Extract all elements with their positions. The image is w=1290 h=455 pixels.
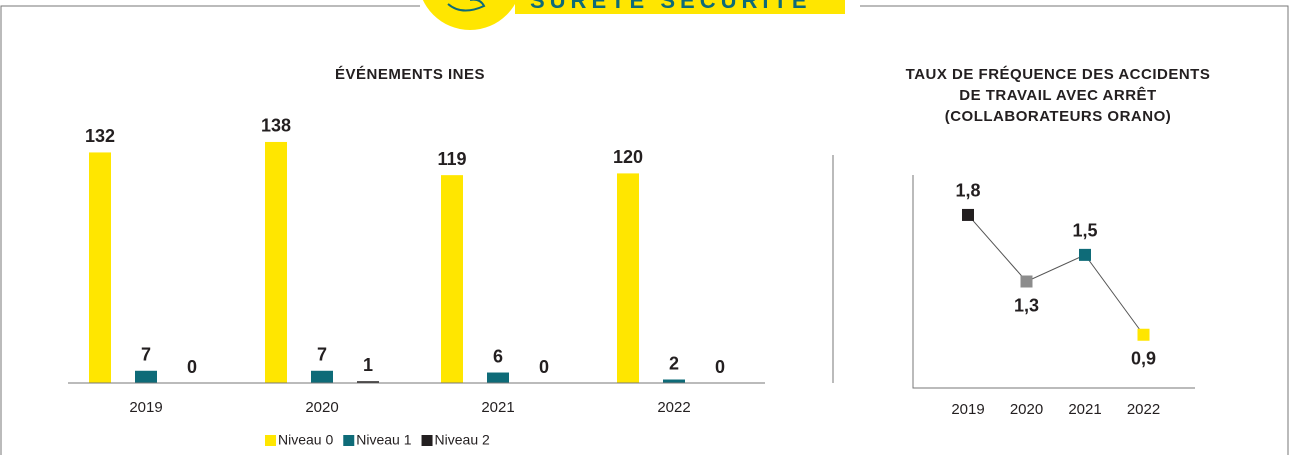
badge-icon [447,0,486,12]
point [1137,328,1150,341]
bar [89,152,111,383]
x-tick-label: 2021 [481,399,514,416]
point [962,208,974,221]
bar [135,370,157,383]
frame [0,5,1289,455]
value-label: 1,8 [955,181,980,201]
x-tick-label: 2022 [1127,401,1160,418]
value-label: 132 [85,126,115,146]
legend-swatch [265,435,276,446]
bar [357,381,379,383]
value-label: 2 [669,353,679,373]
bar [617,173,639,383]
bar [265,141,287,383]
x-tick-label: 2019 [129,399,162,416]
value-label: 119 [437,149,466,169]
legend-label: Niveau 0 [278,432,333,448]
x-tick-label: 2021 [1068,401,1101,418]
value-label: 138 [261,116,291,136]
line [967,214,1144,336]
value-label: 7 [317,345,327,365]
chart-title: DE TRAVAIL AVEC ARRÊT [959,86,1156,104]
x-tick-label: 2020 [305,399,338,416]
chart-title: (COLLABORATEURS ORANO) [945,108,1172,125]
value-label: 1 [363,355,373,375]
bar [487,372,509,383]
chart-title: ÉVÉNEMENTS INES [335,66,485,83]
value-label: 0 [539,357,549,377]
header-title: SÛRETÉ SÉCURITÉ [530,0,812,13]
banner [515,0,845,14]
x-tick-label: 2019 [951,401,984,418]
value-label: 1,5 [1072,221,1097,241]
x-tick-label: 2020 [1010,401,1043,418]
value-label: 0 [187,357,197,377]
point [1079,248,1091,261]
value-label: 0 [715,357,725,377]
legend-swatch [421,435,433,446]
value-label: 0,9 [1131,349,1156,369]
legend-swatch [343,435,355,446]
legend-label: Niveau 2 [435,432,490,448]
x-tick-label: 2022 [657,399,690,416]
chart-title: TAUX DE FRÉQUENCE DES ACCIDENTS [906,66,1211,83]
bar [311,370,333,383]
point [1020,275,1033,288]
value-label: 7 [141,345,151,365]
value-label: 120 [613,147,643,167]
bar [441,175,463,383]
bar [663,379,685,383]
value-label: 6 [493,346,503,366]
legend-label: Niveau 1 [356,432,411,448]
axis [912,175,1195,389]
value-label: 1,3 [1014,295,1039,315]
badge [422,0,518,30]
